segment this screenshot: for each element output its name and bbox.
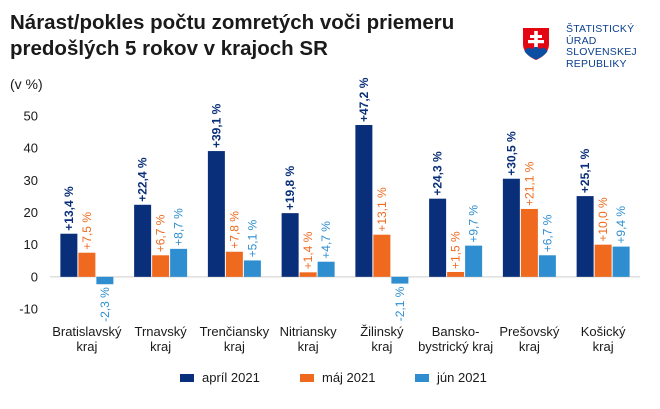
data-label-maj: +1,5 % [449, 231, 463, 269]
category-label: Trnavský [135, 324, 188, 339]
data-label-jun: +9,4 % [614, 206, 628, 244]
legend-item-maj: máj 2021 [300, 370, 375, 385]
legend-label: apríl 2021 [202, 370, 260, 385]
legend-swatch [180, 373, 194, 382]
data-label-jun: +8,7 % [172, 208, 186, 246]
bar-jun [96, 276, 114, 285]
bar-jun [391, 276, 409, 284]
category-label: kraj [371, 339, 392, 354]
data-label-april: +13,4 % [62, 186, 76, 231]
y-tick-label: 50 [24, 109, 38, 124]
y-tick-label: 0 [31, 269, 38, 284]
bar-maj [78, 252, 96, 277]
statistical-office-logo: ŠTATISTICKÝ ÚRAD SLOVENSKEJ REPUBLIKY [519, 23, 649, 80]
data-label-april: +39,1 % [209, 103, 223, 148]
category-label: kraj [519, 339, 540, 354]
bar-april [355, 125, 373, 277]
logo-text-line-2: ÚRAD [566, 34, 597, 47]
y-tick-label: 30 [24, 173, 38, 188]
bar-maj [447, 272, 465, 277]
category-label: Prešovský [499, 324, 559, 339]
data-label-april: +19,8 % [283, 165, 297, 210]
data-label-maj: +21,1 % [522, 161, 536, 206]
category-label: kraj [298, 339, 319, 354]
data-label-maj: +10,0 % [596, 197, 610, 242]
chart-title-line-1: Nárast/pokles počtu zomretých voči priem… [10, 11, 455, 34]
data-label-jun: +5,1 % [245, 219, 259, 257]
category-label: kraj [76, 339, 97, 354]
y-tick-label: 20 [24, 205, 38, 220]
data-label-jun: +4,7 % [319, 221, 333, 259]
data-label-april: +22,4 % [136, 157, 150, 202]
bar-maj [594, 244, 612, 277]
chart-title-line-2: predošlých 5 rokov v krajoch SR [10, 37, 328, 60]
category-label: Bansko- [432, 324, 480, 339]
bar-april [60, 233, 78, 277]
category-label: kraj [224, 339, 245, 354]
bar-jun [612, 246, 630, 277]
logo-text-line-3: SLOVENSKEJ [566, 46, 637, 58]
data-label-maj: +1,4 % [301, 231, 315, 269]
bar-jun [538, 255, 556, 277]
data-label-jun: +6,7 % [540, 214, 554, 252]
bar-maj [373, 234, 391, 277]
y-tick-label: 40 [24, 141, 38, 156]
chart-title: Nárast/pokles počtu zomretých voči priem… [10, 10, 490, 62]
category-label: kraj [593, 339, 614, 354]
legend-item-jun: jún 2021 [415, 370, 487, 385]
category-label: kraj [150, 339, 171, 354]
bar-april [281, 213, 299, 277]
coat-of-arms-icon [523, 28, 549, 60]
legend-label: jún 2021 [437, 370, 487, 385]
bar-april [502, 178, 520, 277]
bar-april [429, 198, 447, 277]
data-label-april: +30,5 % [504, 131, 518, 176]
data-label-april: +24,3 % [431, 151, 445, 196]
data-label-jun: +9,7 % [467, 205, 481, 243]
category-label: Trenčiansky [200, 324, 270, 339]
category-label: Žilinský [360, 324, 404, 339]
bar-maj [520, 208, 538, 277]
bar-april [207, 151, 225, 277]
logo-text-line-1: ŠTATISTICKÝ [566, 23, 635, 35]
data-label-jun: -2,3 % [98, 287, 112, 322]
bar-maj [152, 255, 170, 277]
data-label-maj: +7,5 % [80, 212, 94, 250]
data-label-maj: +13,1 % [375, 187, 389, 232]
y-tick-label: 10 [24, 237, 38, 252]
bar-april [576, 196, 594, 277]
data-label-maj: +7,8 % [227, 211, 241, 249]
bar-jun [317, 261, 335, 277]
chart-unit-label: (v %) [10, 76, 43, 92]
category-label: bystrický kraj [418, 339, 493, 354]
bar-jun [465, 245, 483, 277]
legend-swatch [300, 373, 314, 382]
category-label: Nitriansky [280, 324, 338, 339]
chart-legend: apríl 2021 máj 2021 jún 2021 [0, 370, 660, 390]
data-label-april: +47,2 % [357, 77, 371, 122]
logo-text-line-4: REPUBLIKY [566, 57, 627, 70]
legend-item-april: apríl 2021 [180, 370, 260, 385]
category-label: Košický [581, 324, 626, 339]
bar-maj [299, 272, 317, 277]
data-label-april: +25,1 % [578, 148, 592, 193]
bar-maj [225, 251, 243, 277]
legend-label: máj 2021 [322, 370, 376, 385]
y-tick-label: -10 [19, 302, 38, 317]
bar-jun [170, 248, 188, 277]
category-label: Bratislavský [52, 324, 122, 339]
bar-april [134, 204, 152, 277]
data-label-jun: -2,1 % [393, 286, 407, 321]
bar-jun [243, 260, 261, 277]
legend-swatch [415, 373, 429, 382]
data-label-maj: +6,7 % [154, 214, 168, 252]
